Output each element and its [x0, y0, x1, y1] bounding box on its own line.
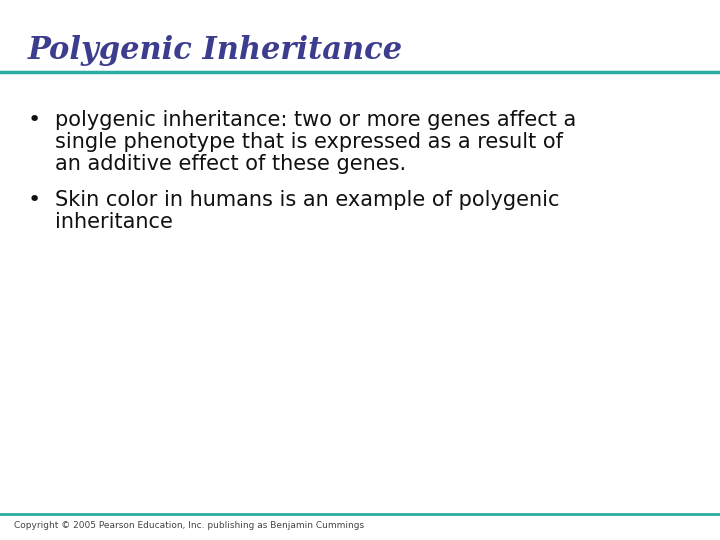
Text: polygenic inheritance: two or more genes affect a: polygenic inheritance: two or more genes… [55, 110, 576, 130]
Text: single phenotype that is expressed as a result of: single phenotype that is expressed as a … [55, 132, 563, 152]
Text: Polygenic Inheritance: Polygenic Inheritance [28, 35, 403, 66]
Text: Skin color in humans is an example of polygenic: Skin color in humans is an example of po… [55, 190, 559, 210]
Text: •: • [28, 110, 41, 130]
Text: Copyright © 2005 Pearson Education, Inc. publishing as Benjamin Cummings: Copyright © 2005 Pearson Education, Inc.… [14, 521, 364, 530]
Text: an additive effect of these genes.: an additive effect of these genes. [55, 154, 406, 174]
Text: inheritance: inheritance [55, 212, 173, 232]
Text: •: • [28, 190, 41, 210]
